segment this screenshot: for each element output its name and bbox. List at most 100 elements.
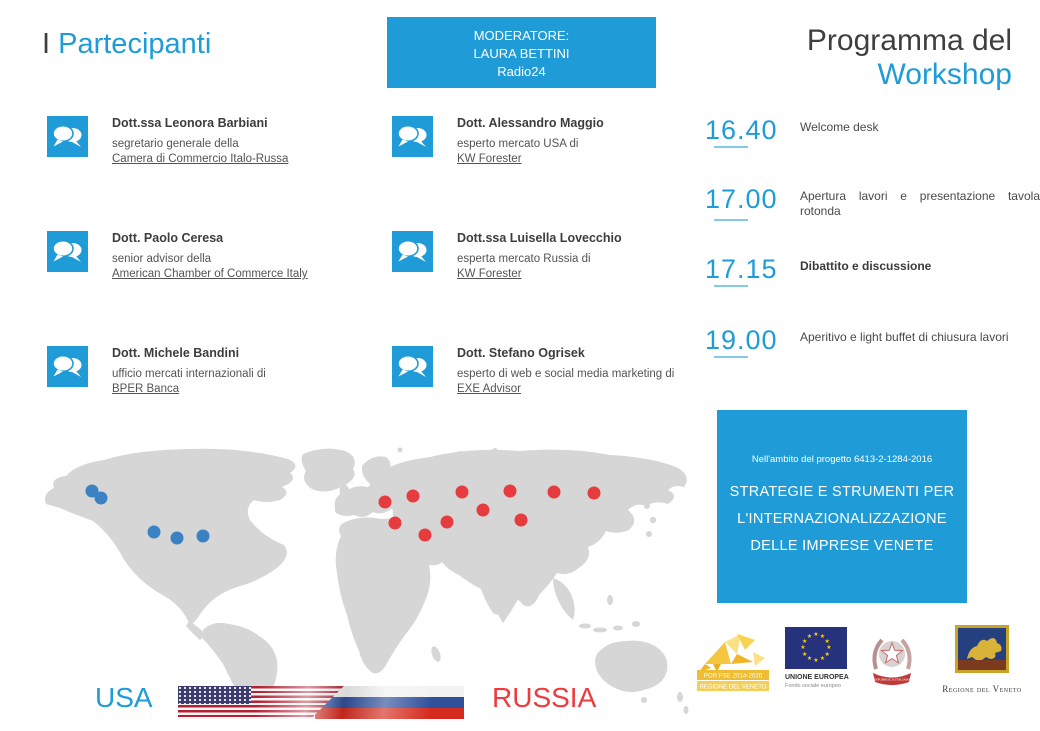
project-info-box: Nell'ambito del progetto 6413-2-1284-201… bbox=[717, 410, 967, 603]
schedule-item: 17.15 Dibattito e discussione bbox=[705, 254, 1040, 287]
por-fse-veneto-logo: POR FSE 2014-2020 REGIONE DEL VENETO bbox=[697, 628, 769, 697]
russia-map-dot bbox=[503, 484, 517, 498]
participant-organization: KW Forester bbox=[457, 268, 522, 280]
usa-map-dot bbox=[85, 484, 99, 498]
eu-star-icon: ★ bbox=[800, 645, 806, 651]
participant-card: Dott. Stefano Ogrisek esperto di web e s… bbox=[392, 346, 702, 397]
participant-role: esperto mercato USA di bbox=[457, 138, 579, 150]
eu-star-icon: ★ bbox=[826, 645, 832, 651]
participant-role: ufficio mercati internazionali di bbox=[112, 368, 266, 380]
map-dots-layer bbox=[85, 484, 601, 545]
participant-role: senior advisor della bbox=[112, 253, 212, 265]
participant-name: Dott. Stefano Ogrisek bbox=[457, 346, 585, 360]
usa-map-dot bbox=[147, 525, 161, 539]
participant-name: Dott.ssa Luisella Lovecchio bbox=[457, 231, 622, 245]
schedule-item: 17.00 Apertura lavori e presentazione ta… bbox=[705, 184, 1040, 221]
russia-map-dot bbox=[418, 528, 432, 542]
eu-star-icon: ★ bbox=[824, 651, 830, 658]
participant-role: esperto di web e social media marketing … bbox=[457, 368, 675, 380]
russia-flag bbox=[315, 686, 464, 719]
eu-star-icon: ★ bbox=[819, 656, 826, 663]
usa-flag-canton bbox=[178, 686, 251, 705]
map-eurasia bbox=[370, 449, 687, 615]
veneto-label: Regione del Veneto bbox=[942, 684, 1022, 694]
participant-name: Dott.ssa Leonora Barbiani bbox=[112, 116, 268, 130]
participant-organization: Camera di Commercio Italo-Russa bbox=[112, 153, 289, 165]
schedule-item: 19.00 Aperitivo e light buffet di chiusu… bbox=[705, 325, 1040, 358]
eu-logo: ★ ★ ★ ★ ★ ★ ★ ★ ★ ★ ★ ★ UNIONE EUROPEA Fondo social… bbox=[785, 627, 865, 689]
russia-map-dot bbox=[388, 516, 402, 530]
map-australia bbox=[595, 640, 668, 692]
eu-star-icon: ★ bbox=[802, 651, 808, 658]
russia-label: RUSSIA bbox=[492, 682, 597, 713]
participant-name: Dott. Alessandro Maggio bbox=[457, 116, 604, 130]
page-title-program: Programma del Workshop bbox=[807, 24, 1012, 92]
russia-map-dot bbox=[455, 485, 469, 499]
moderator-name: LAURA BETTINI bbox=[473, 46, 570, 61]
title-main: Partecipanti bbox=[58, 28, 212, 60]
usa-flag bbox=[178, 686, 344, 719]
speech-bubbles-icon bbox=[47, 346, 88, 387]
moderator-heading: MODERATORE: bbox=[473, 28, 570, 43]
russia-map-dot bbox=[587, 486, 601, 500]
moderator-box: MODERATORE: LAURA BETTINI Radio24 bbox=[387, 17, 656, 88]
italy-emblem-label: REPUBBLICA ITALIANA bbox=[873, 678, 911, 682]
italian-republic-emblem: REPUBBLICA ITALIANA bbox=[866, 627, 918, 694]
program-title-line1: Programma del bbox=[806, 24, 1012, 57]
participant-card: Dott.ssa Leonora Barbiani segretario gen… bbox=[47, 116, 357, 167]
schedule-time: 17.00 bbox=[705, 184, 800, 221]
schedule-time: 19.00 bbox=[705, 325, 800, 358]
eu-flag-icon: ★ ★ ★ ★ ★ ★ ★ ★ ★ ★ ★ ★ bbox=[785, 627, 847, 669]
usa-map-dot bbox=[196, 529, 210, 543]
eu-star-icon: ★ bbox=[824, 638, 830, 645]
speech-bubbles-icon bbox=[47, 116, 88, 157]
page-title-participants: I Partecipanti bbox=[42, 28, 211, 61]
participant-card: Dott. Alessandro Maggio esperto mercato … bbox=[392, 116, 702, 167]
moderator-station: Radio24 bbox=[497, 64, 546, 79]
schedule-item: 16.40 Welcome desk bbox=[705, 115, 1040, 148]
speech-bubbles-icon bbox=[47, 231, 88, 272]
speech-bubbles-icon bbox=[392, 231, 433, 272]
map-africa bbox=[335, 517, 446, 674]
eu-star-icon: ★ bbox=[802, 638, 808, 645]
por-fse-text-line1: POR FSE 2014-2020 bbox=[704, 673, 763, 680]
participant-card: Dott. Michele Bandini ufficio mercati in… bbox=[47, 346, 357, 397]
eu-label: UNIONE EUROPEA bbox=[785, 674, 849, 681]
speech-bubbles-icon bbox=[392, 116, 433, 157]
russia-map-dot bbox=[378, 495, 392, 509]
participant-card: Dott.ssa Luisella Lovecchio esperta merc… bbox=[392, 231, 702, 282]
schedule-description: Welcome desk bbox=[800, 120, 879, 134]
schedule-time: 17.15 bbox=[705, 254, 800, 287]
schedule-description: Dibattito e discussione bbox=[800, 259, 932, 273]
participant-organization: KW Forester bbox=[457, 153, 522, 165]
participant-organization: BPER Banca bbox=[112, 383, 180, 395]
russia-map-dot bbox=[547, 485, 561, 499]
russia-map-dot bbox=[514, 513, 528, 527]
schedule-description: Aperitivo e light buffet di chiusura lav… bbox=[800, 330, 1009, 344]
eu-star-icon: ★ bbox=[806, 656, 813, 663]
por-fse-text-line2: REGIONE DEL VENETO bbox=[699, 685, 766, 691]
usa-map-dot bbox=[170, 531, 184, 545]
eu-star-icon: ★ bbox=[819, 633, 826, 640]
russia-map-dot bbox=[476, 503, 490, 517]
eu-star-icon: ★ bbox=[813, 658, 819, 664]
eu-sublabel: Fondo sociale europeo bbox=[785, 683, 841, 689]
participant-name: Dott. Michele Bandini bbox=[112, 346, 240, 360]
schedule-time: 16.40 bbox=[705, 115, 800, 148]
program-title-line2: Workshop bbox=[877, 58, 1012, 91]
project-title-line: L'INTERNAZIONALIZZAZIONE bbox=[737, 511, 947, 527]
eu-star-icon: ★ bbox=[806, 633, 813, 640]
participant-role: segretario generale della bbox=[112, 138, 239, 150]
project-title-line: DELLE IMPRESE VENETE bbox=[750, 538, 934, 554]
russia-map-dot bbox=[440, 515, 454, 529]
map-greenland bbox=[301, 448, 355, 492]
participant-name: Dott. Paolo Ceresa bbox=[112, 231, 224, 245]
title-prefix: I bbox=[42, 28, 51, 60]
russia-map-dot bbox=[406, 489, 420, 503]
eu-star-icon: ★ bbox=[813, 632, 819, 638]
project-title-line: STRATEGIE E STRUMENTI PER bbox=[729, 484, 955, 500]
project-code: Nell'ambito del progetto 6413-2-1284-201… bbox=[751, 454, 933, 465]
usa-label: USA bbox=[95, 682, 153, 713]
usa-map-dot bbox=[94, 491, 108, 505]
